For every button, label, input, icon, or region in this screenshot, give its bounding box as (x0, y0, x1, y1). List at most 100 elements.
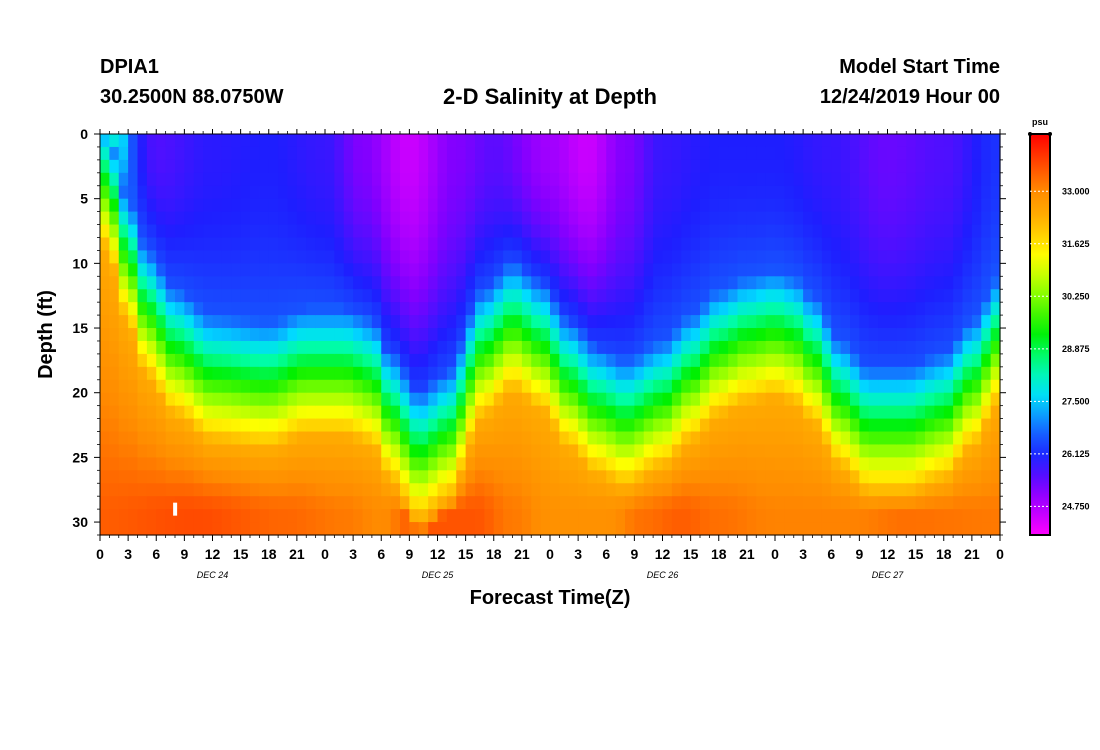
heatmap-cell (718, 379, 729, 394)
heatmap-cell (737, 405, 748, 420)
heatmap-cell (756, 211, 767, 226)
heatmap-cell (484, 185, 495, 200)
heatmap-cell (137, 509, 148, 523)
heatmap-cell (287, 289, 298, 303)
heatmap-cell (212, 457, 223, 471)
heatmap-cell (887, 405, 898, 420)
heatmap-cell (240, 315, 251, 329)
heatmap-cell (793, 315, 804, 329)
heatmap-cell (306, 366, 317, 381)
heatmap-cell (934, 328, 945, 342)
heatmap-cell (100, 340, 110, 355)
heatmap-cell (493, 418, 504, 433)
heatmap-cell (100, 353, 110, 368)
heatmap-cell (831, 315, 842, 329)
heatmap-cell (934, 250, 945, 264)
heatmap-cell (137, 405, 148, 420)
heatmap-cell (793, 405, 804, 420)
heatmap-cell (175, 496, 185, 510)
heatmap-cell (906, 431, 917, 446)
heatmap-cell (578, 134, 589, 148)
heatmap-cell (418, 353, 429, 368)
heatmap-cell (812, 340, 823, 355)
heatmap-cell (353, 250, 364, 264)
heatmap-cell (128, 134, 139, 148)
heatmap-cell (653, 392, 664, 407)
heatmap-cell (578, 457, 589, 471)
heatmap-cell (606, 302, 617, 316)
heatmap-cell (296, 185, 307, 200)
heatmap-cell (615, 134, 626, 148)
heatmap-cell (371, 276, 382, 290)
heatmap-cell (100, 496, 110, 510)
heatmap-cell (521, 263, 532, 277)
heatmap-cell (465, 392, 476, 407)
heatmap-cell (484, 366, 495, 381)
heatmap-cell (353, 392, 364, 407)
heatmap-cell (587, 509, 598, 523)
heatmap-cell (625, 224, 635, 239)
heatmap-cell (568, 392, 579, 407)
heatmap-cell (278, 276, 289, 290)
heatmap-cell (962, 302, 973, 316)
heatmap-cell (418, 522, 429, 536)
heatmap-cell (325, 509, 335, 523)
heatmap-cell (531, 237, 542, 252)
x-tick-label: 21 (514, 546, 530, 562)
heatmap-cell (531, 159, 542, 174)
heatmap-cell (128, 211, 139, 226)
heatmap-cell (446, 353, 457, 368)
heatmap-cell (531, 224, 542, 239)
heatmap-cell (559, 496, 570, 510)
heatmap-cell (390, 444, 401, 458)
heatmap-cell (728, 146, 739, 161)
heatmap-cell (400, 496, 410, 510)
heatmap-cell (118, 328, 129, 342)
heatmap-cell (887, 340, 898, 355)
heatmap-cell (531, 509, 542, 523)
heatmap-cell (137, 328, 148, 342)
heatmap-cell (550, 224, 560, 239)
heatmap-cell (793, 457, 804, 471)
heatmap-cell (962, 405, 973, 420)
heatmap-cell (484, 250, 495, 264)
heatmap-cell (746, 418, 757, 433)
heatmap-cell (896, 353, 907, 368)
heatmap-cell (484, 418, 495, 433)
heatmap-cell (390, 159, 401, 174)
heatmap-cell (193, 328, 204, 342)
heatmap-cell (362, 289, 373, 303)
heatmap-cell (756, 496, 767, 510)
heatmap-cell (268, 522, 279, 536)
heatmap-cell (193, 302, 204, 316)
heatmap-cell (625, 496, 635, 510)
heatmap-cell (981, 276, 992, 290)
heatmap-cell (596, 315, 607, 329)
heatmap-cell (887, 250, 898, 264)
heatmap-cell (315, 302, 326, 316)
x-tick-label: 21 (964, 546, 980, 562)
heatmap-cell (456, 431, 467, 446)
heatmap-cell (943, 340, 954, 355)
heatmap-cell (615, 340, 626, 355)
heatmap-cell (756, 134, 767, 148)
heatmap-cell (765, 237, 776, 252)
heatmap-cell (634, 328, 645, 342)
heatmap-cell (700, 198, 710, 213)
heatmap-cell (587, 211, 598, 226)
heatmap-cell (400, 431, 410, 446)
heatmap-cell (165, 328, 176, 342)
heatmap-cell (615, 379, 626, 394)
heatmap-cell (943, 250, 954, 264)
y-tick-label: 20 (72, 385, 88, 401)
heatmap-cell (306, 522, 317, 536)
heatmap-cell (428, 315, 439, 329)
heatmap-cell (165, 276, 176, 290)
heatmap-cell (840, 405, 851, 420)
heatmap-cell (100, 444, 110, 458)
heatmap-cell (709, 263, 720, 277)
heatmap-cell (381, 470, 392, 484)
heatmap-cell (137, 340, 148, 355)
heatmap-cell (484, 263, 495, 277)
heatmap-cell (137, 522, 148, 536)
